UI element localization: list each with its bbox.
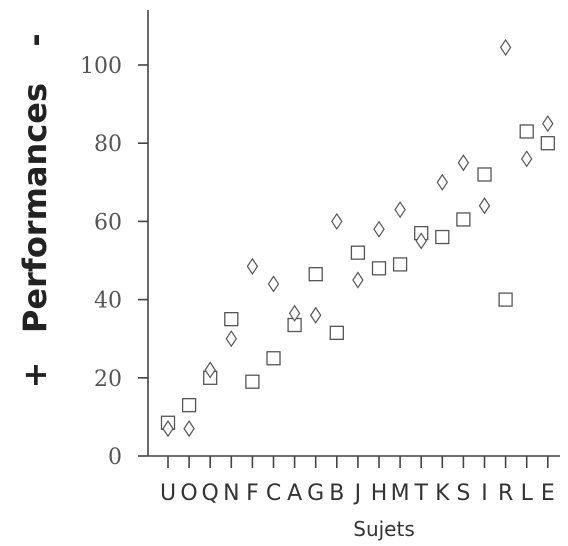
y-tick-label: 80 xyxy=(94,132,122,157)
square-marker xyxy=(519,124,534,139)
square-marker xyxy=(224,311,239,327)
x-tick-label: E xyxy=(541,481,555,506)
data-points xyxy=(160,38,555,438)
x-tick-label: N xyxy=(223,481,239,506)
y-axis-sign-top: - xyxy=(16,33,54,46)
diamond-marker xyxy=(542,115,554,133)
y-tick-label: 40 xyxy=(94,289,122,314)
square-marker xyxy=(371,261,387,276)
diamond-marker xyxy=(246,257,259,275)
y-tick-label: 20 xyxy=(94,367,122,392)
x-tick-label: S xyxy=(456,481,470,506)
diamond-marker xyxy=(436,173,449,191)
diamond-marker xyxy=(373,220,385,238)
y-tick-label: 60 xyxy=(94,210,122,235)
x-tick-label: U xyxy=(160,481,176,506)
diamond-marker xyxy=(499,38,512,56)
x-tick-label: O xyxy=(180,481,197,506)
diamond-marker xyxy=(352,271,364,289)
diamond-marker xyxy=(457,154,470,172)
square-marker xyxy=(266,351,281,366)
y-tick-label: 100 xyxy=(80,54,122,79)
diamond-marker xyxy=(162,420,174,438)
square-marker xyxy=(540,136,555,151)
x-tick-label: Q xyxy=(202,481,219,506)
square-marker xyxy=(308,267,323,282)
x-tick-label: I xyxy=(481,481,488,506)
square-marker xyxy=(181,398,197,413)
x-axis-label: Sujets xyxy=(353,517,415,541)
diamond-marker xyxy=(225,330,238,348)
x-tick-label: F xyxy=(246,481,259,506)
diamond-marker xyxy=(288,304,301,322)
x-tick-label: A xyxy=(287,481,302,506)
y-axis: 0 20 40 60 80 100 xyxy=(80,10,149,470)
x-tick-label: R xyxy=(498,481,513,506)
x-tick-label: G xyxy=(307,481,324,506)
diamond-marker xyxy=(204,361,216,379)
diamond-marker xyxy=(309,306,322,324)
square-marker xyxy=(456,212,471,227)
square-marker xyxy=(498,292,513,307)
x-tick-label: J xyxy=(353,481,362,506)
diamond-marker xyxy=(394,201,406,219)
square-marker xyxy=(329,325,344,340)
x-tick-label: H xyxy=(371,481,388,506)
diamond-marker xyxy=(267,275,280,293)
square-marker xyxy=(435,229,450,245)
x-tick-label: M xyxy=(391,481,410,506)
x-tick-label: L xyxy=(521,481,534,506)
y-axis-label: Performances xyxy=(16,83,54,333)
diamond-marker xyxy=(331,212,343,230)
diamond-marker xyxy=(478,197,491,215)
square-marker xyxy=(245,374,260,389)
x-tick-label: C xyxy=(266,481,281,506)
x-tick-label: T xyxy=(413,481,428,506)
square-marker xyxy=(392,257,408,272)
diamond-marker xyxy=(183,420,195,438)
square-marker xyxy=(477,167,492,182)
diamond-marker xyxy=(415,232,427,250)
y-tick-label: 0 xyxy=(108,445,122,470)
diamond-marker xyxy=(520,150,533,168)
y-axis-sign-bottom: + xyxy=(16,362,54,389)
square-marker xyxy=(350,245,366,260)
x-tick-label: B xyxy=(329,481,344,506)
x-tick-label: K xyxy=(435,481,450,506)
